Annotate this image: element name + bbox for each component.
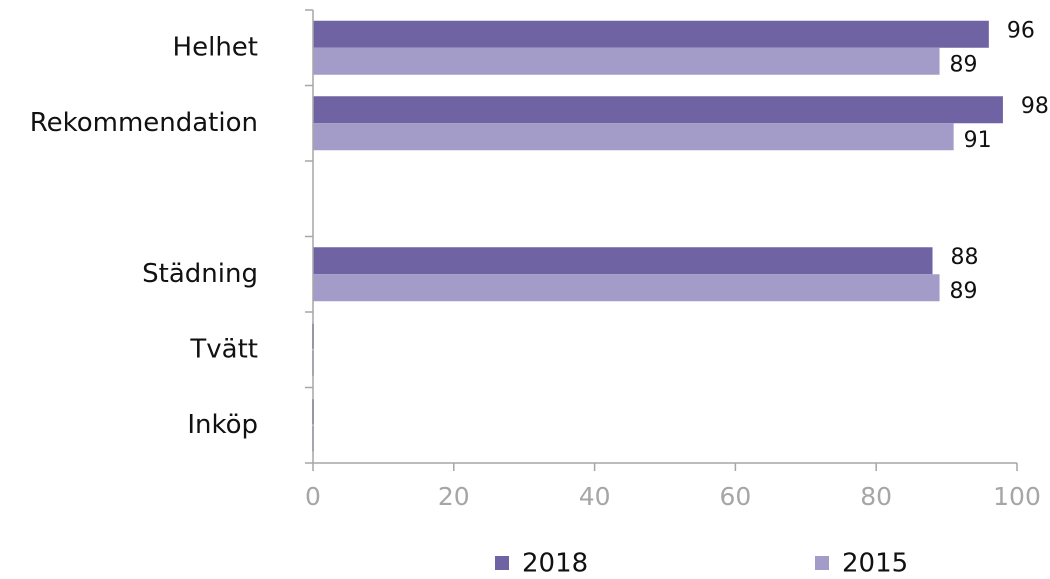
data-label-2018-Rekommendation: 98 xyxy=(1021,94,1049,119)
axes-layer xyxy=(305,9,1018,471)
category-label: Tvätt xyxy=(189,334,258,364)
bar-2018-Rekommendation xyxy=(313,96,1003,124)
bar-2018-Helhet xyxy=(313,20,989,48)
bar-2015-Helhet xyxy=(313,47,940,75)
x-tick-label: 20 xyxy=(438,482,470,511)
x-tick-label: 0 xyxy=(305,482,321,511)
data-label-2018-Städning: 88 xyxy=(951,245,979,270)
legend-label-2015: 2015 xyxy=(842,549,908,579)
data-label-2015-Rekommendation: 91 xyxy=(964,128,992,153)
data-label-2015-Städning: 89 xyxy=(950,279,978,304)
category-label: Städning xyxy=(142,259,258,289)
bar-2015-Städning xyxy=(313,274,940,302)
x-tick-label: 80 xyxy=(860,482,892,511)
data-label-2018-Helhet: 96 xyxy=(1007,18,1035,43)
labels-layer: 96 89 Helhet 98 91 Rekommendation 88 89 Städning… xyxy=(30,18,1049,511)
x-tick-label: 40 xyxy=(579,482,611,511)
x-tick-label: 60 xyxy=(719,482,751,511)
x-tick-label: 100 xyxy=(993,482,1041,511)
category-label: Inköp xyxy=(187,410,258,440)
legend-swatch-2018 xyxy=(495,556,509,570)
bar-2018-Städning xyxy=(313,247,933,275)
bars-layer xyxy=(312,20,1003,452)
category-label: Helhet xyxy=(173,32,258,62)
data-label-2015-Helhet: 89 xyxy=(950,52,978,77)
category-label: Rekommendation xyxy=(30,108,258,138)
legend-label-2018: 2018 xyxy=(522,549,588,579)
legend-swatch-2015 xyxy=(815,556,829,570)
legend: 2018 2015 xyxy=(495,549,908,579)
bar-2015-Rekommendation xyxy=(313,123,954,151)
